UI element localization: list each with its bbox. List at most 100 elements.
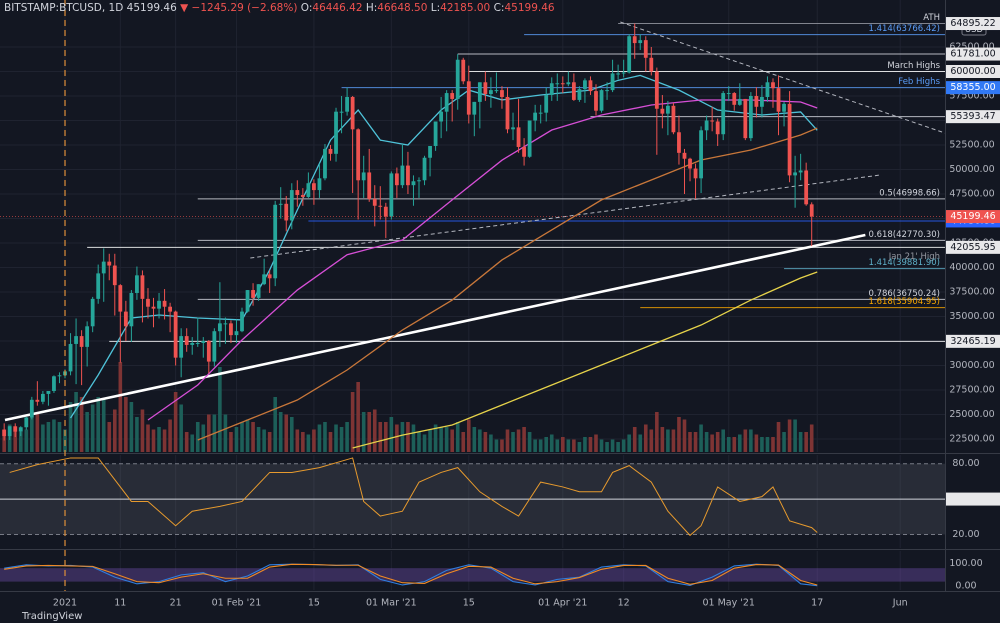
trendline [250, 174, 881, 259]
x-tick-label: 12 [618, 598, 630, 609]
candle-body [289, 190, 294, 221]
volume-bar [256, 427, 261, 452]
volume-bar [361, 412, 366, 452]
candle-body [245, 290, 250, 312]
volume-bar [317, 424, 322, 452]
moving-average [69, 74, 818, 419]
candle-body [112, 265, 117, 286]
candle-body [776, 88, 781, 112]
candle-body [450, 93, 455, 99]
candle-body [555, 83, 560, 85]
volume-bar [511, 432, 515, 452]
ohlc-label: C: [493, 2, 505, 14]
volume-bar [809, 424, 814, 452]
volume-bar [190, 434, 195, 452]
candle-body [649, 57, 654, 72]
volume-bar [538, 439, 543, 452]
stoch-line [4, 563, 818, 586]
volume-bar [168, 419, 172, 452]
volume-bar [433, 424, 438, 452]
level-tag: 58355.00 [950, 82, 995, 93]
candle-body [660, 108, 665, 114]
volume-bar [444, 427, 449, 452]
candle-body [809, 204, 814, 217]
level-tag: 55393.47 [950, 111, 995, 122]
candle-body [356, 129, 361, 181]
volume-bar [24, 429, 29, 452]
trendline [620, 21, 945, 134]
candle-body [201, 341, 206, 343]
candle-body [422, 157, 427, 181]
last-price-tag-box [946, 210, 1000, 224]
volume-bar [41, 424, 45, 452]
candle-body [151, 306, 156, 309]
volume-bar [378, 422, 383, 452]
trendline [4, 233, 866, 422]
y-tick-label: 30000.00 [949, 360, 994, 371]
candle-body [538, 112, 543, 114]
candle-body [146, 298, 150, 307]
candle-body [24, 417, 29, 428]
candle-body [123, 311, 128, 327]
candle-body [505, 96, 510, 130]
volume-bar [395, 424, 399, 452]
candle-body [621, 72, 626, 74]
candle-body [273, 204, 278, 279]
candle-body [240, 311, 244, 332]
volume-bar [455, 422, 460, 452]
volume-bar [660, 427, 665, 452]
rsi-line [9, 457, 818, 537]
y-tick-label: 62500.00 [949, 42, 994, 53]
candle-body [616, 73, 621, 75]
candle-body [162, 300, 167, 307]
volume-bar [715, 432, 720, 452]
candle-body [483, 82, 488, 95]
volume-bar [605, 442, 609, 452]
volume-bar [267, 432, 272, 452]
ohlc-value: 46446.42 [312, 2, 363, 14]
last-price: 45199.46 [126, 2, 177, 14]
moving-average [197, 127, 818, 441]
volume-bar [489, 434, 493, 452]
candle-body [168, 306, 173, 312]
volume-bar [721, 429, 726, 452]
candle-body [206, 341, 211, 362]
candle-body [522, 146, 526, 157]
x-tick-label: 11 [114, 598, 126, 609]
level-annotation: 0.5(46998.66) [879, 188, 940, 198]
candle-body [18, 427, 23, 432]
volume-bar [124, 397, 128, 452]
candle-body [190, 342, 195, 345]
candle-body [129, 292, 134, 327]
volume-bar [699, 424, 703, 452]
candle-body [654, 71, 659, 109]
volume-bar [223, 414, 228, 452]
volume-bar [345, 422, 349, 452]
y-tick-label: 47500.00 [949, 189, 994, 200]
volume-bar [273, 397, 277, 452]
candle-body [90, 298, 95, 327]
candle-body [665, 105, 670, 114]
volume-bar [478, 429, 482, 452]
level-annotation: Jan 21' High [888, 252, 940, 262]
x-tick-label: 15 [308, 598, 320, 609]
candle-body [765, 82, 770, 97]
volume-bar [101, 399, 106, 452]
candle-body [157, 300, 161, 309]
volume-bar [356, 382, 360, 452]
y-tick-label: 35000.00 [949, 311, 994, 322]
candle-body [632, 36, 637, 44]
candle-body [217, 323, 222, 332]
volume-bar [793, 419, 797, 452]
down-arrow: ▼ [180, 2, 189, 14]
volume-bar [649, 429, 654, 452]
candle-body [256, 284, 261, 298]
candle-body [737, 98, 742, 105]
volume-bar [461, 432, 466, 452]
volume-bar [146, 424, 150, 452]
change: −1245.29 (−2.68%) [191, 2, 298, 14]
candle-body [428, 145, 432, 158]
volume-bar [428, 429, 432, 452]
volume-bar [245, 419, 250, 452]
